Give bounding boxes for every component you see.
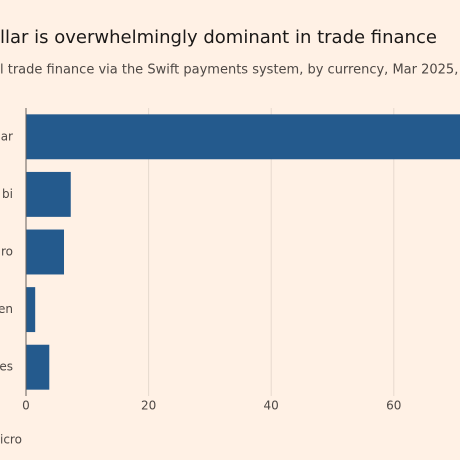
x-tick-label: 20 (141, 399, 156, 413)
x-tick-label: 40 (264, 399, 279, 413)
y-tick-label: ar (1, 129, 13, 143)
chart-subtitle: l trade finance via the Swift payments s… (0, 63, 460, 78)
x-tick-label: 60 (386, 399, 401, 413)
chart-title: llar is overwhelmingly dominant in trade… (0, 27, 437, 48)
y-tick-label: ro (1, 245, 13, 259)
x-tick-label: 0 (22, 399, 30, 413)
y-tick-label: bi (2, 187, 13, 201)
bar (26, 344, 50, 390)
bar (26, 287, 36, 333)
y-tick-label: en (0, 302, 13, 316)
plot: 0 20 40 60 ar bi ro en es (0, 108, 460, 413)
bar (26, 171, 71, 217)
source: icro (0, 433, 22, 447)
bar (26, 114, 460, 160)
y-tick-label: es (0, 360, 13, 374)
bar (26, 229, 65, 275)
